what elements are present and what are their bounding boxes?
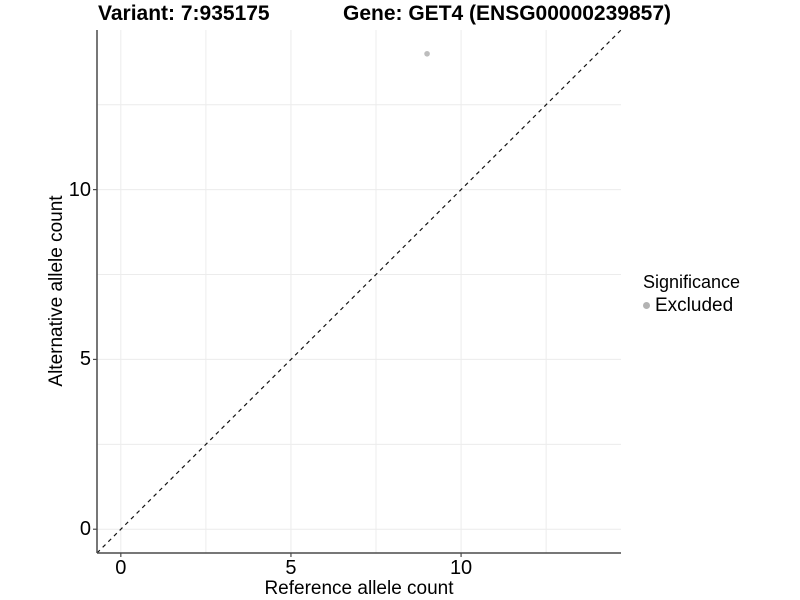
legend-title: Significance [643, 272, 741, 292]
x-tick-label: 0 [115, 557, 127, 579]
y-tick-label: 5 [79, 348, 91, 371]
y-tick-label: 0 [79, 518, 91, 541]
legend-item-excluded: Excluded [643, 294, 740, 317]
x-tick-label: 10 [449, 557, 473, 579]
y-tick-label: 10 [68, 178, 91, 201]
legend-key-dot [643, 302, 650, 309]
legend-item-label: Excluded [655, 295, 734, 316]
plot-panel [93, 29, 622, 557]
legend: Significance Excluded [643, 271, 740, 317]
identity-dashed-line [96, 29, 622, 554]
plot-title-variant: Variant: 7:935175 [98, 2, 270, 25]
data-point [424, 50, 430, 57]
x-axis-title: Reference allele count [264, 578, 454, 599]
plot-title-gene: Gene: GET4 (ENSG00000239857) [343, 2, 672, 25]
x-tick-label: 5 [285, 557, 297, 579]
